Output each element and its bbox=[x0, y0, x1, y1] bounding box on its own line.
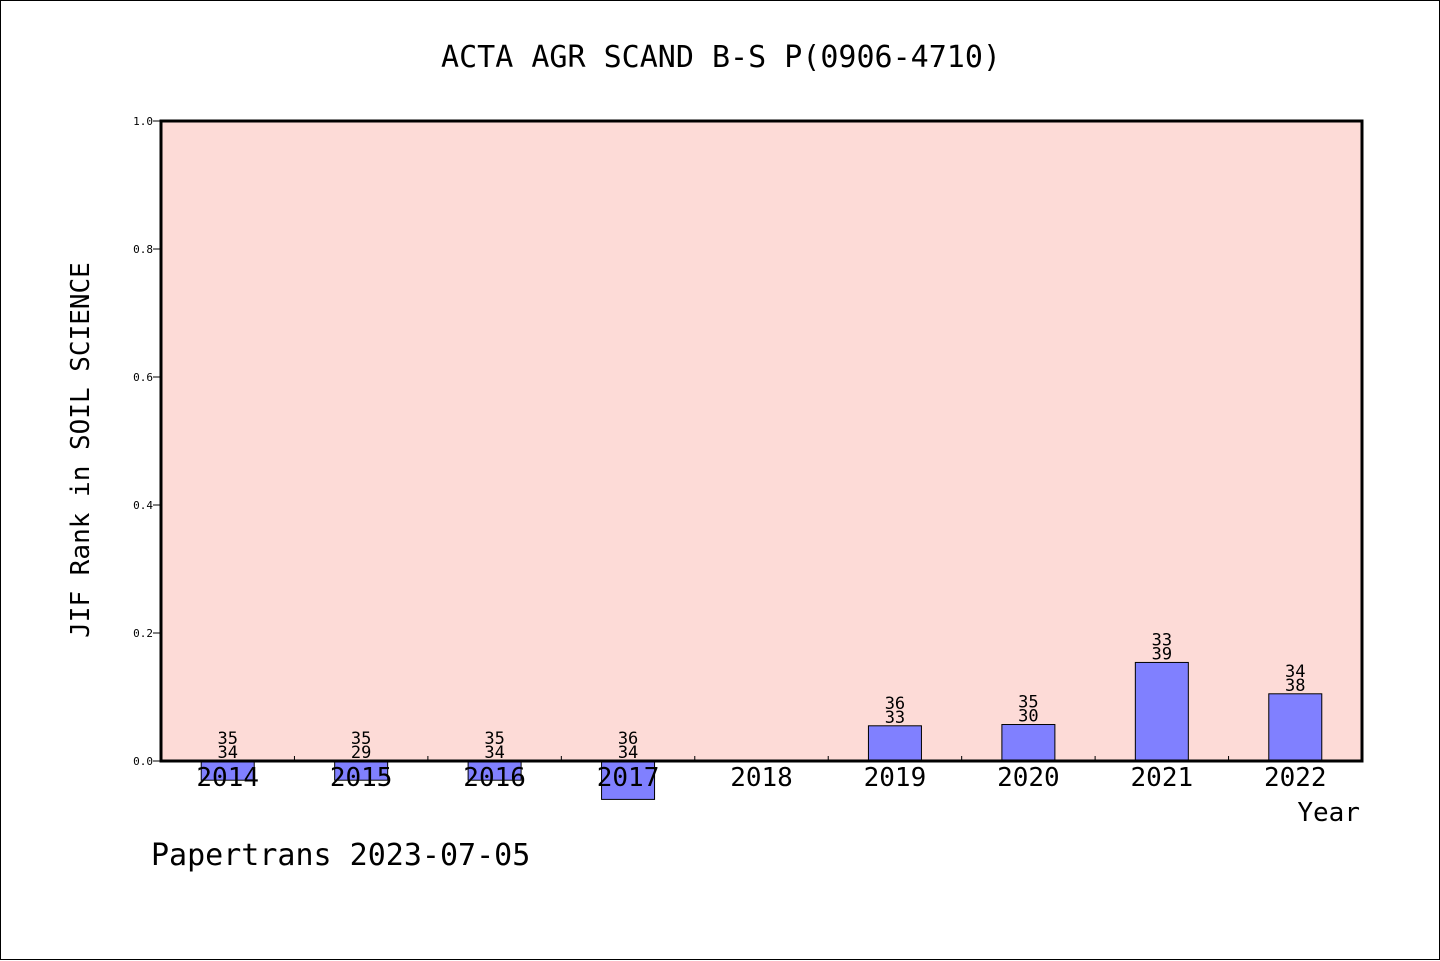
y-axis: 0.0 0.2 0.4 0.6 0.8 1.0 bbox=[133, 115, 161, 768]
rank-label-bottom: 34 bbox=[217, 743, 237, 763]
x-tick-label-2014: 2014 bbox=[196, 763, 259, 793]
plot-frame bbox=[159, 119, 1364, 763]
x-tick-label-2015: 2015 bbox=[330, 763, 393, 793]
bar-2019 bbox=[867, 725, 922, 762]
x-tick-label-2016: 2016 bbox=[463, 763, 526, 793]
rank-label-top: 35 bbox=[351, 729, 371, 749]
y-tick-label: 0.8 bbox=[133, 243, 153, 256]
y-tick-label: 0.0 bbox=[133, 755, 153, 768]
rank-label-top: 34 bbox=[1285, 662, 1305, 682]
y-tick-label: 0.2 bbox=[133, 627, 153, 640]
x-tick-label-2017: 2017 bbox=[597, 763, 660, 793]
rank-label-bottom: 33 bbox=[885, 708, 905, 728]
y-tick-label: 1.0 bbox=[133, 115, 153, 128]
x-tick-label-2019: 2019 bbox=[864, 763, 927, 793]
rank-label-top: 35 bbox=[217, 729, 237, 749]
bar-2022 bbox=[1268, 693, 1323, 762]
bar-2020 bbox=[1001, 724, 1056, 762]
rank-label-bottom: 34 bbox=[618, 743, 638, 763]
x-tick-label-2021: 2021 bbox=[1131, 763, 1194, 793]
x-axis-label: Year bbox=[1297, 798, 1360, 828]
rank-label-top: 35 bbox=[484, 729, 504, 749]
y-tick-label: 0.4 bbox=[133, 499, 153, 512]
rank-label-bottom: 38 bbox=[1285, 676, 1305, 696]
rank-label-top: 35 bbox=[1018, 693, 1038, 713]
x-tick-label-2018: 2018 bbox=[730, 763, 793, 793]
x-tick-label-2020: 2020 bbox=[997, 763, 1060, 793]
rank-label-bottom: 30 bbox=[1018, 707, 1038, 727]
rank-label-bottom: 34 bbox=[484, 743, 504, 763]
footer-credit: Papertrans 2023-07-05 bbox=[151, 838, 530, 873]
rank-label-bottom: 29 bbox=[351, 743, 371, 763]
x-tick-label-2022: 2022 bbox=[1264, 763, 1327, 793]
y-axis-label: JIF Rank in SOIL SCIENCE bbox=[66, 262, 96, 638]
bar-2017 bbox=[601, 760, 656, 800]
y-tick-label: 0.6 bbox=[133, 371, 153, 384]
rank-label-top: 36 bbox=[618, 729, 638, 749]
x-axis: 2014 2015 2016 2017 2018 2019 2020 2021 2022 bbox=[196, 756, 1327, 793]
rank-label-top: 36 bbox=[885, 694, 905, 714]
rank-label-top: 33 bbox=[1152, 630, 1172, 650]
bar-2021 bbox=[1134, 661, 1189, 762]
rank-label-bottom: 39 bbox=[1152, 644, 1172, 664]
chart-title: ACTA AGR SCAND B-S P(0906-4710) bbox=[441, 40, 1001, 75]
plot-area bbox=[161, 121, 1362, 761]
